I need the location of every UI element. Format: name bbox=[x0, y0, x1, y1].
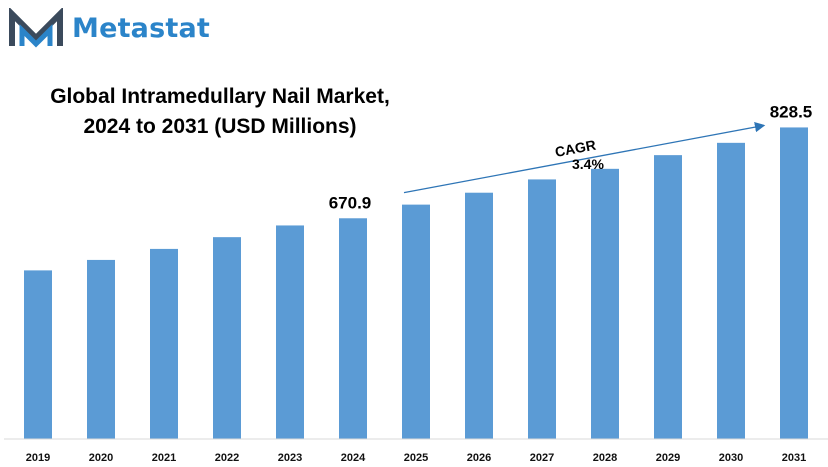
bar-2026 bbox=[465, 192, 493, 439]
chart-title-line-1: Global Intramedullary Nail Market, bbox=[50, 85, 390, 108]
metastat-m-logo-icon bbox=[9, 8, 63, 48]
bar-series bbox=[24, 127, 808, 439]
data-label-2024: 670.9 bbox=[329, 193, 372, 212]
bar-2022 bbox=[213, 237, 241, 439]
bar-2019 bbox=[24, 270, 52, 439]
cagr-arrow bbox=[403, 121, 766, 194]
x-tick-2023: 2023 bbox=[278, 452, 302, 464]
x-tick-2025: 2025 bbox=[404, 452, 428, 464]
x-tick-2022: 2022 bbox=[215, 452, 239, 464]
cagr-value: 3.4% bbox=[572, 156, 604, 172]
bar-2029 bbox=[654, 155, 682, 439]
bar-2031 bbox=[780, 127, 808, 439]
x-tick-2021: 2021 bbox=[152, 452, 176, 464]
x-tick-2029: 2029 bbox=[656, 452, 680, 464]
brand-name: Metastat bbox=[72, 13, 211, 44]
data-labels: 670.9 828.5 bbox=[329, 102, 813, 212]
x-tick-2031: 2031 bbox=[782, 452, 806, 464]
x-tick-2024: 2024 bbox=[341, 452, 366, 464]
bar-2023 bbox=[276, 225, 304, 439]
x-tick-2026: 2026 bbox=[467, 452, 491, 464]
bar-2021 bbox=[150, 248, 178, 439]
cagr-label: CAGR bbox=[554, 137, 597, 160]
bar-2025 bbox=[402, 204, 430, 439]
x-axis-ticks: 2019 2020 2021 2022 2023 2024 2025 2026 2027 2028… bbox=[26, 452, 806, 464]
x-tick-2020: 2020 bbox=[89, 452, 113, 464]
data-label-2031: 828.5 bbox=[770, 102, 813, 121]
x-tick-2030: 2030 bbox=[719, 452, 743, 464]
bar-2030 bbox=[717, 142, 745, 439]
bar-2020 bbox=[87, 259, 115, 439]
x-tick-2027: 2027 bbox=[530, 452, 554, 464]
chart-title: Global Intramedullary Nail Market, 2024 … bbox=[20, 82, 420, 142]
bar-2027 bbox=[528, 179, 556, 439]
chart-title-line-2: 2024 to 2031 (USD Millions) bbox=[83, 115, 357, 138]
bar-2024 bbox=[339, 218, 367, 439]
bar-2028 bbox=[591, 168, 619, 439]
x-tick-2019: 2019 bbox=[26, 452, 50, 464]
x-tick-2028: 2028 bbox=[593, 452, 617, 464]
